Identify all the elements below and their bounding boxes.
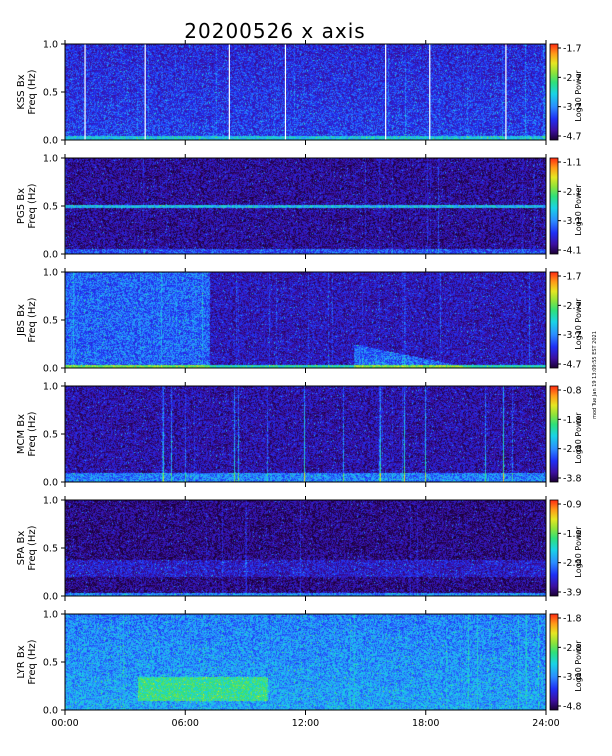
y-tick-label: 0.5: [43, 430, 58, 441]
spectrogram-panel-jbs: 1.0 0.5 0.0 JBS Bx Freq (Hz) -1.7 -2.7 -3.7 -4.7…: [16, 268, 583, 375]
colorbar-tick-label: -1.8: [563, 415, 582, 426]
y-tick-label: 0.0: [43, 478, 58, 489]
colorbar-label: Log10 Power: [574, 526, 583, 578]
y-tick-label: 0.5: [43, 316, 58, 327]
colorbar-tick-label: -1.7: [563, 272, 582, 283]
colorbar-tick-label: -4.1: [563, 246, 582, 257]
y-tick-label: 0.0: [43, 364, 58, 375]
y-axis-station-label: LYR Bx: [16, 645, 27, 678]
y-tick-label: 1.0: [43, 268, 58, 279]
y-axis-freq-label: Freq (Hz): [27, 411, 38, 456]
y-tick-label: 0.5: [43, 658, 58, 669]
y-tick-label: 0.5: [43, 544, 58, 555]
colorbar-tick-label: -1.9: [563, 529, 582, 540]
y-tick-label: 0.0: [43, 706, 58, 717]
y-axis-freq-label: Freq (Hz): [27, 525, 38, 570]
colorbar-tick-label: -2.9: [563, 558, 582, 569]
colorbar-tick-label: -3.8: [563, 474, 582, 485]
colorbar-tick-label: -1.8: [563, 614, 582, 625]
colorbar: [549, 385, 559, 483]
colorbar-tick-label: -3.1: [563, 216, 582, 227]
colorbar-tick-label: -1.7: [563, 44, 582, 55]
y-tick-label: 0.5: [43, 88, 58, 99]
colorbar-label: Log10 Power: [574, 412, 583, 464]
x-tick-label: 00:00: [51, 718, 78, 729]
colorbar-label: Log10 Power: [574, 70, 583, 122]
y-axis-station-label: KSS Bx: [16, 74, 27, 109]
colorbar: [549, 499, 559, 597]
y-axis-freq-label: Freq (Hz): [27, 297, 38, 342]
y-tick-label: 1.0: [43, 154, 58, 165]
colorbar-tick-label: -2.7: [563, 73, 582, 84]
spectrogram-image: [65, 500, 546, 596]
colorbar: [549, 157, 559, 255]
colorbar-tick-label: -1.1: [563, 158, 582, 169]
colorbar-tick-label: -2.7: [563, 301, 582, 312]
y-axis-freq-label: Freq (Hz): [27, 183, 38, 228]
colorbar-label: Log10 Power: [574, 640, 583, 692]
colorbar-tick-label: -3.7: [563, 102, 582, 113]
y-axis-station-label: MCM Bx: [16, 414, 27, 454]
y-tick-label: 0.0: [43, 592, 58, 603]
figure-title: 20200526 x axis: [184, 19, 365, 43]
colorbar-label: Log10 Power: [574, 184, 583, 236]
spectrogram-panel-mcm: 1.0 0.5 0.0 MCM Bx Freq (Hz) -0.8 -1.8 -2.8 -3.8…: [16, 382, 583, 489]
x-tick-label: 06:00: [172, 718, 199, 729]
colorbar-label: Log10 Power: [574, 298, 583, 350]
colorbar-tick-label: -0.8: [563, 386, 582, 397]
colorbar-tick-label: -2.8: [563, 444, 582, 455]
spectrogram-image: [65, 386, 546, 482]
y-tick-label: 1.0: [43, 496, 58, 507]
x-tick-label: 12:00: [292, 718, 319, 729]
colorbar-tick-label: -2.1: [563, 187, 582, 198]
y-tick-label: 0.5: [43, 202, 58, 213]
spectrogram-panel-spa: 1.0 0.5 0.0 SPA Bx Freq (Hz) -0.9 -1.9 -2.9 -3.9…: [16, 496, 583, 603]
spectrogram-panel-lyr: 1.0 0.5 0.0 LYR Bx Freq (Hz) 00:00 06:00 12:00 1…: [16, 610, 583, 730]
y-axis-freq-label: Freq (Hz): [27, 69, 38, 114]
y-axis-station-label: SPA Bx: [16, 531, 27, 566]
y-axis-station-label: PG5 Bx: [16, 188, 27, 224]
colorbar: [549, 613, 559, 711]
colorbar: [549, 43, 559, 141]
colorbar-tick-label: -3.8: [563, 672, 582, 683]
spectrogram-image: [65, 44, 546, 140]
y-axis-freq-label: Freq (Hz): [27, 639, 38, 684]
y-axis-station-label: JBS Bx: [16, 304, 27, 337]
colorbar-tick-label: -0.9: [563, 500, 582, 511]
y-tick-label: 0.0: [43, 250, 58, 261]
y-tick-label: 1.0: [43, 382, 58, 393]
y-tick-label: 1.0: [43, 40, 58, 51]
spectrogram-image: [65, 614, 546, 710]
y-tick-label: 0.0: [43, 136, 58, 147]
modification-stamp: mod Tue Jan 19 13:09:55 EST 2021: [592, 331, 598, 419]
x-tick-label: 18:00: [412, 718, 439, 729]
colorbar-tick-label: -4.8: [563, 702, 582, 713]
colorbar-tick-label: -4.7: [563, 132, 582, 143]
spectrogram-panel-kss: 1.0 0.5 0.0 KSS Bx Freq (Hz) -1.7 -2.7 -3.7 -4.7…: [16, 40, 583, 147]
colorbar-tick-label: -4.7: [563, 360, 582, 371]
colorbar-tick-label: -3.7: [563, 330, 582, 341]
spectrogram-image: [65, 272, 546, 368]
colorbar-tick-label: -2.8: [563, 643, 582, 654]
spectrogram-panel-pg5: 1.0 0.5 0.0 PG5 Bx Freq (Hz) -1.1 -2.1 -3.1 -4.1…: [16, 154, 583, 261]
colorbar: [549, 271, 559, 369]
y-tick-label: 1.0: [43, 610, 58, 621]
x-tick-label: 24:00: [532, 718, 559, 729]
colorbar-tick-label: -3.9: [563, 588, 582, 599]
spectrogram-image: [65, 158, 546, 254]
